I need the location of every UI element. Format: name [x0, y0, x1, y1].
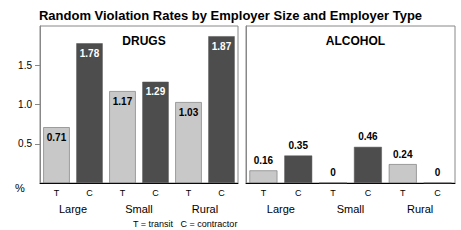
- svg-text:1.03: 1.03: [179, 107, 199, 118]
- svg-text:0.46: 0.46: [358, 131, 378, 142]
- svg-text:T: T: [186, 188, 192, 198]
- svg-text:0.16: 0.16: [254, 155, 274, 166]
- svg-text:1.29: 1.29: [146, 86, 166, 97]
- svg-text:0: 0: [330, 167, 336, 178]
- svg-text:C: C: [365, 188, 372, 198]
- svg-text:C: C: [295, 188, 302, 198]
- svg-text:1.87: 1.87: [212, 41, 232, 52]
- svg-text:0.24: 0.24: [393, 149, 413, 160]
- svg-text:1.0: 1.0: [18, 99, 32, 110]
- svg-text:0.35: 0.35: [289, 140, 309, 151]
- svg-text:C: C: [434, 188, 441, 198]
- svg-text:0: 0: [435, 167, 441, 178]
- svg-text:1.78: 1.78: [80, 48, 100, 59]
- svg-text:C: C: [218, 188, 225, 198]
- svg-text:DRUGS: DRUGS: [122, 34, 165, 48]
- svg-text:Rural: Rural: [407, 203, 433, 215]
- svg-text:T: T: [54, 188, 60, 198]
- svg-text:%: %: [15, 182, 25, 194]
- svg-text:Large: Large: [59, 203, 87, 215]
- svg-text:Rural: Rural: [192, 203, 218, 215]
- svg-text:T = transit C = contractor: T = transit C = contractor: [133, 219, 237, 229]
- svg-text:T: T: [400, 188, 406, 198]
- svg-text:1.5: 1.5: [18, 60, 32, 71]
- svg-text:Small: Small: [337, 203, 365, 215]
- svg-text:0.5: 0.5: [18, 138, 32, 149]
- svg-text:T: T: [120, 188, 126, 198]
- svg-text:C: C: [152, 188, 159, 198]
- svg-text:ALCOHOL: ALCOHOL: [326, 34, 385, 48]
- svg-text:Large: Large: [267, 203, 295, 215]
- svg-text:0.71: 0.71: [47, 132, 67, 143]
- svg-text:Random Violation Rates by Empl: Random Violation Rates by Employer Size …: [39, 8, 422, 23]
- svg-text:T: T: [330, 188, 336, 198]
- svg-text:Small: Small: [125, 203, 153, 215]
- svg-text:1.17: 1.17: [113, 96, 133, 107]
- svg-text:C: C: [86, 188, 93, 198]
- svg-text:T: T: [261, 188, 267, 198]
